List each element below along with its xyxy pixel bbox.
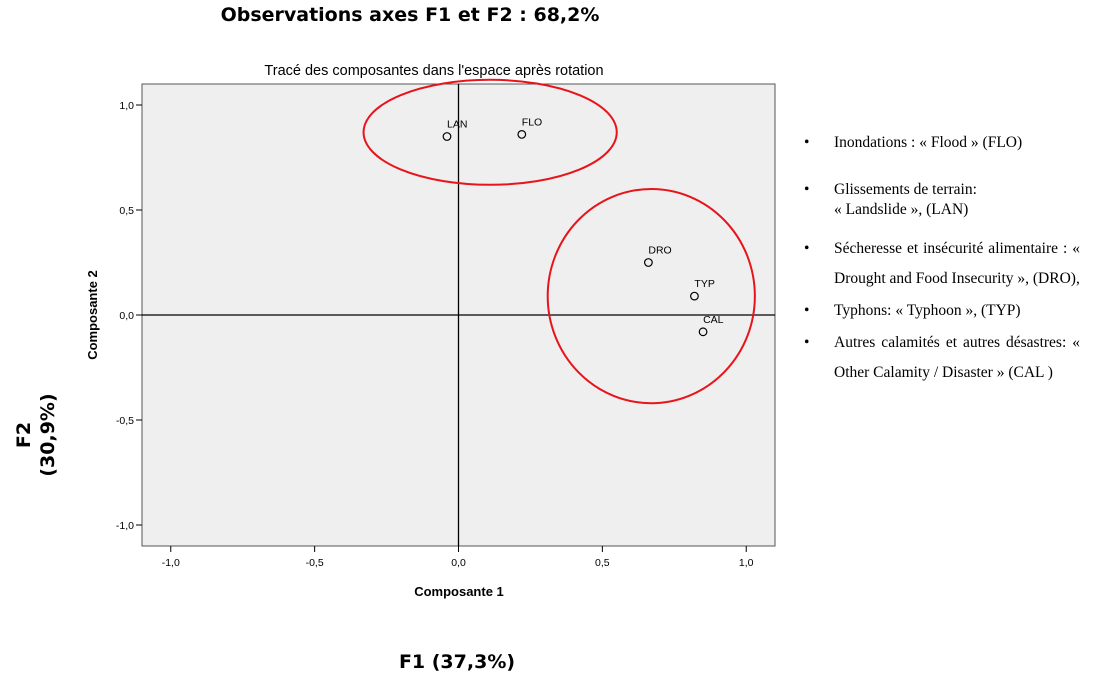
data-point-flo: FLO [517,116,542,139]
y-axis-label: Composante 2 [85,270,100,360]
data-point-lan: LAN [442,119,467,141]
legend-item-typ: Typhons: « Typhoon », (TYP) [800,296,1080,326]
f1-axis-caption: F1 (37,3%) [398,651,516,673]
x-tick-label: 0,0 [451,557,466,569]
point-marker [698,327,708,337]
variable-legend: Inondations : « Flood » (FLO) Glissement… [800,130,1080,388]
point-label: FLO [522,116,542,128]
data-point-typ: TYP [690,278,715,301]
data-point-cal: CAL [698,314,724,337]
y-tick-label: 0,0 [119,310,134,322]
y-tick-label: -0,5 [116,415,134,427]
legend-item-cal: Autres calamités et autres désastres: « … [800,328,1080,388]
legend-item-lan: Glissements de terrain: « Landslide », (… [800,180,1080,220]
chart-title: Tracé des composantes dans l'espace aprè… [264,63,603,79]
cluster-ellipse-1 [362,78,618,186]
point-label: DRO [648,245,671,257]
x-tick-label: 1,0 [739,557,754,569]
legend-item-dro: Sécheresse et insécurité alimentaire : «… [800,234,1080,294]
legend-item-flo: Inondations : « Flood » (FLO) [800,134,1080,152]
cluster-ellipse-2 [546,188,756,405]
y-tick-label: 0,5 [119,205,134,217]
f2-caption-line2: (30,9%) [37,393,59,477]
point-marker [690,291,699,301]
x-tick-label: 0,5 [595,557,610,569]
point-label: TYP [694,278,714,290]
x-tick-label: -0,5 [306,557,324,569]
point-marker [644,258,653,267]
point-marker [442,132,452,141]
point-marker [517,129,527,139]
figure-title: Observations axes F1 et F2 : 68,2% [220,4,600,26]
f2-caption-line1: F2 [13,421,35,449]
data-point-dro: DRO [644,245,672,267]
x-tick-label: -1,0 [162,557,180,569]
y-tick-label: 1,0 [119,100,134,112]
x-axis-label: Composante 1 [414,584,504,599]
point-label: LAN [447,119,467,131]
y-tick-label: -1,0 [116,520,134,532]
point-label: CAL [703,314,724,326]
